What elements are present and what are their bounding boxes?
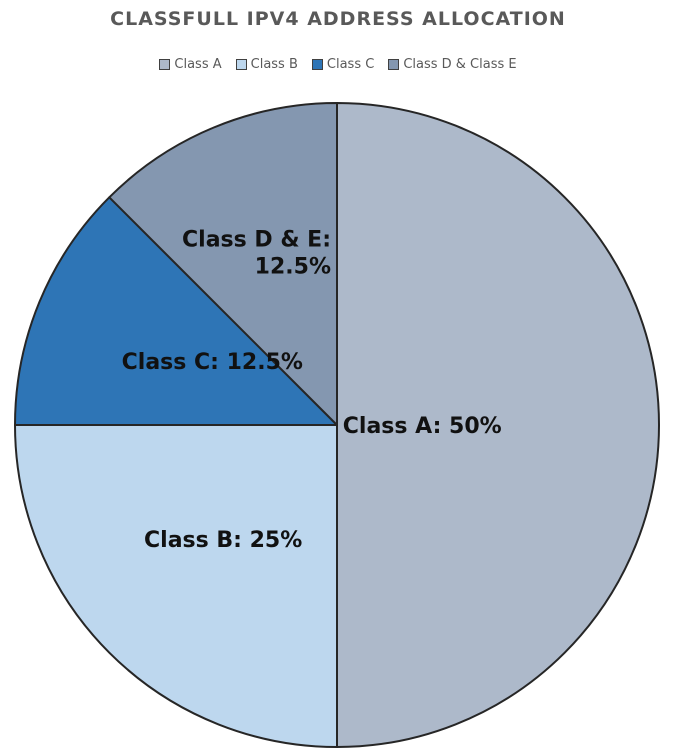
data-label-line: Class A: 50% xyxy=(343,414,502,439)
legend-item-class-b: Class B xyxy=(235,57,298,72)
pie-slice-class-b xyxy=(14,424,338,748)
data-label-line: Class D & E: xyxy=(182,227,331,252)
legend-item-class-c: Class C xyxy=(311,57,375,72)
legend-label-class-a: Class A xyxy=(174,57,222,72)
pie-slice-class-a xyxy=(336,102,660,748)
legend-label-class-d-e: Class D & Class E xyxy=(403,57,517,72)
chart-title: CLASSFULL IPV4 ADDRESS ALLOCATION xyxy=(110,8,566,30)
data-label-class-b: Class B: 25% xyxy=(144,528,302,553)
data-label-class-a: Class A: 50% xyxy=(343,414,502,439)
legend-swatch-class-c xyxy=(311,59,323,70)
data-label-line: Class B: 25% xyxy=(144,528,302,553)
legend-swatch-class-d-e xyxy=(388,59,400,70)
legend-item-class-a: Class A xyxy=(159,57,222,72)
legend-label-class-c: Class C xyxy=(326,57,375,72)
data-label-class-d-class-e: Class D & E: 12.5% xyxy=(182,227,331,279)
legend-swatch-class-a xyxy=(159,59,171,70)
legend-label-class-b: Class B xyxy=(250,57,298,72)
legend-item-class-d-e: Class D & Class E xyxy=(388,57,517,72)
data-label-line: 12.5% xyxy=(255,254,331,279)
data-label-class-c: Class C: 12.5% xyxy=(122,350,303,375)
chart-legend: Class A Class B Class C Class D & Class … xyxy=(0,57,676,72)
pie-slice-class-c xyxy=(14,196,338,426)
legend-swatch-class-b xyxy=(235,59,247,70)
pie-slice-class-d-class-e xyxy=(108,102,338,426)
data-label-line: Class C: 12.5% xyxy=(122,350,303,375)
